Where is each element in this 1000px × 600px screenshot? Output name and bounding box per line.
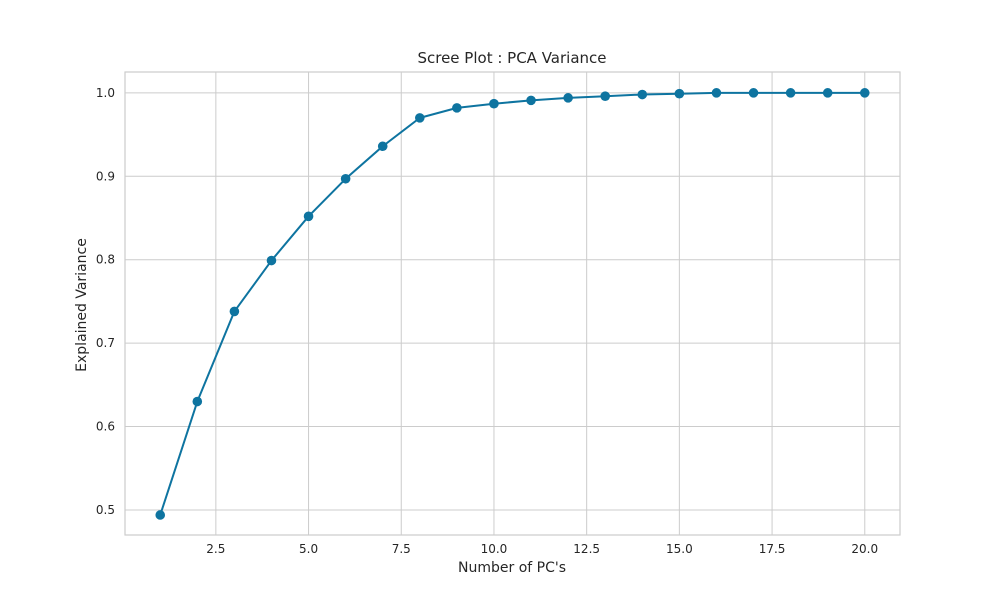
data-point [526,95,536,106]
x-tick-label: 12.5 [573,542,600,556]
data-point [303,211,314,222]
data-point [489,98,499,109]
data-point [600,91,611,101]
data-point [414,113,425,123]
y-tick-label: 0.9 [96,169,115,183]
data-point [563,93,573,103]
y-tick-label: 0.7 [96,336,115,350]
x-tick-label: 17.5 [759,542,786,556]
x-tick-label: 7.5 [392,542,411,556]
plot-frame [124,71,901,536]
y-tick-label: 0.6 [96,420,115,434]
chart-title: Scree Plot : PCA Variance [417,49,606,67]
x-tick-label: 2.5 [206,542,225,556]
series-line [159,91,865,516]
data-point [192,396,203,407]
data-point [637,89,648,100]
x-tick-label: 5.0 [299,542,318,556]
y-tick-labels: 0.5 0.6 0.7 0.8 0.9 1.0 [96,86,115,517]
x-tick-label: 15.0 [666,542,693,556]
x-tick-label: 10.0 [481,542,508,556]
data-point [822,88,833,98]
data-point [748,88,759,98]
data-point [229,306,240,317]
data-point [674,88,685,99]
x-tick-label: 20.0 [851,542,878,556]
y-tick-label: 0.5 [96,503,115,517]
x-tick-labels: 2.5 5.0 7.5 10.0 12.5 15.0 17.5 20.0 [206,542,878,556]
data-point [859,88,870,98]
data-point [377,141,388,152]
y-tick-label: 0.8 [96,253,115,267]
data-point [785,88,796,98]
data-point [266,255,277,266]
y-axis-label: Explained Variance [74,238,90,372]
data-point [711,88,722,98]
x-axis-label: Number of PC's [458,560,566,576]
data-point [340,173,351,184]
y-tick-label: 1.0 [96,86,115,100]
data-point [155,510,166,520]
data-point [452,103,462,113]
series-group [155,88,870,520]
